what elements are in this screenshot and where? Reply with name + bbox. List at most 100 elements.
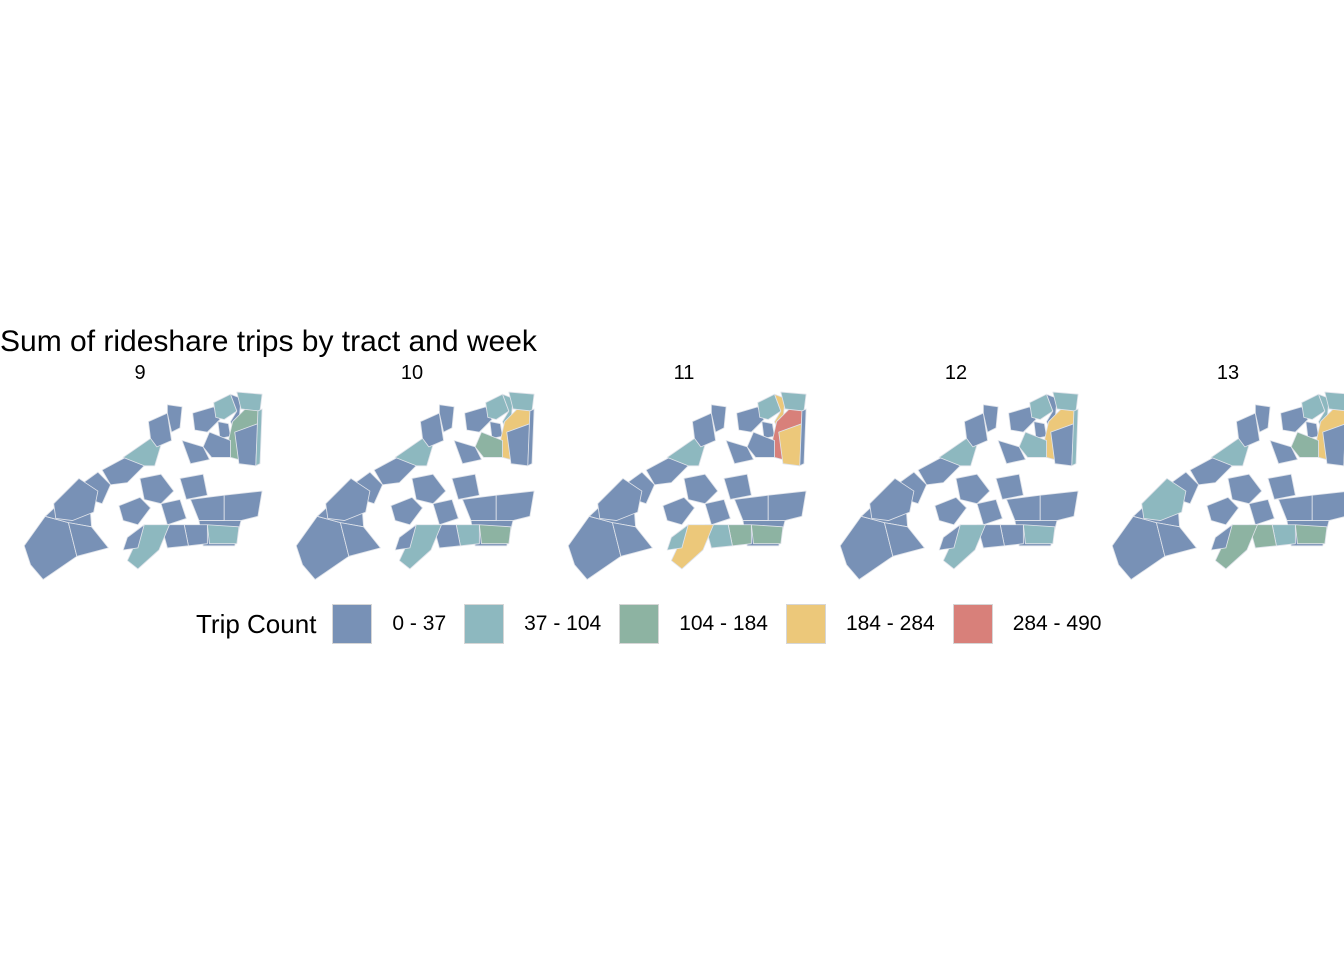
tract-c_c	[976, 499, 1003, 526]
facet-panel-week-13: 13	[1098, 360, 1344, 590]
tract-c_a	[411, 473, 447, 505]
facet-panel-week-12: 12	[826, 360, 1086, 590]
facet-panel-week-10: 10	[282, 360, 542, 590]
tract-sw_c	[340, 522, 381, 557]
tract-c_c	[1248, 499, 1275, 526]
tract-se_c	[704, 524, 733, 549]
tract-nw_d	[1254, 404, 1271, 433]
tract-nw_c	[147, 412, 172, 448]
tract-c_e	[1278, 494, 1313, 521]
tract-c_g	[223, 490, 263, 521]
tract-w_big	[325, 478, 371, 521]
legend-label-184-284: 184 - 284	[845, 612, 935, 635]
tract-sw_f	[122, 524, 145, 551]
tract-c_c	[160, 499, 187, 526]
tract-c_e	[190, 494, 225, 521]
tract-ne_e	[1008, 406, 1037, 433]
tract-nw_b	[666, 438, 706, 467]
tract-sw_c	[1156, 522, 1197, 557]
tract-c_g	[767, 490, 807, 521]
tract-w_big	[1141, 478, 1187, 521]
tract-sw_f	[938, 524, 961, 551]
tract-nw_d	[982, 404, 999, 433]
tract-c_c	[704, 499, 731, 526]
legend-swatch-0-37	[332, 604, 373, 644]
tract-w_big	[53, 478, 99, 521]
legend-item-37-104: 37 - 104	[464, 604, 601, 644]
tract-c_a	[139, 473, 175, 505]
tract-se_c	[1248, 524, 1277, 549]
tract-nw_d	[710, 404, 727, 433]
tract-sw_e	[126, 524, 170, 570]
facet-label: 13	[1216, 362, 1240, 384]
tract-c_a	[955, 473, 991, 505]
tract-nw_c	[964, 412, 988, 448]
legend: Trip Count 0 - 37 37 - 104 104 - 184 184…	[196, 601, 1119, 647]
tract-ne_e	[1280, 406, 1309, 433]
tract-c_d	[179, 473, 208, 500]
tract-ne_d	[202, 431, 231, 458]
tract-se_a	[1022, 524, 1056, 545]
legend-label-0-37: 0 - 37	[392, 612, 447, 635]
tract-ne_i	[780, 391, 807, 412]
legend-swatch-184-284	[785, 604, 826, 644]
tract-sw_f	[394, 524, 417, 551]
legend-item-104-184: 104 - 184	[619, 604, 768, 644]
tract-ne_e	[192, 406, 221, 433]
tract-nw_b	[1210, 438, 1250, 467]
tract-nw_c	[692, 412, 716, 448]
tract-c_b	[662, 496, 695, 526]
map-title: Sum of rideshare trips by tract and week	[0, 325, 537, 358]
tract-sw_e	[942, 524, 986, 570]
facet-panel-week-9: 9	[10, 360, 270, 590]
tract-nw_b	[122, 438, 162, 467]
tract-se_a	[750, 524, 784, 545]
tract-c_e	[1006, 494, 1041, 521]
facet-panel-week-11: 11	[554, 360, 814, 590]
legend-label-104-184: 104 - 184	[679, 612, 768, 635]
tract-ne_a	[213, 393, 238, 420]
legend-item-184-284: 184 - 284	[785, 604, 935, 644]
tract-ne_i	[508, 391, 535, 412]
tract-ne_e	[736, 406, 765, 433]
legend-item-284-490: 284 - 490	[952, 604, 1101, 644]
tract-ne_j	[527, 408, 535, 467]
facet-label: 12	[944, 362, 968, 384]
tract-se_a	[478, 524, 512, 545]
choropleth-map	[1111, 391, 1344, 580]
tract-ne_f	[997, 440, 1026, 465]
tract-sw_c	[68, 522, 109, 557]
tract-ne_i	[236, 391, 263, 412]
tract-se_a	[1294, 524, 1328, 545]
facet-label: 10	[400, 362, 424, 384]
tract-ne_f	[725, 440, 754, 465]
tract-nw_d	[166, 404, 183, 433]
tract-c_b	[390, 496, 423, 526]
legend-title: Trip Count	[196, 608, 317, 639]
tract-c_g	[1311, 491, 1344, 521]
tract-c_e	[462, 494, 497, 521]
tract-se_c	[160, 524, 189, 549]
tract-ne_j	[1071, 408, 1079, 467]
legend-swatch-37-104	[464, 604, 505, 644]
tract-ne_d	[746, 431, 775, 458]
tract-se_c	[976, 524, 1005, 549]
legend-swatch-104-184	[619, 604, 660, 644]
tract-ne_a	[757, 393, 782, 420]
tract-ne_d	[1018, 431, 1047, 458]
choropleth-map	[839, 391, 1079, 580]
tract-c_g	[1039, 490, 1079, 521]
tract-ne_f	[1269, 440, 1298, 465]
tract-sw_f	[1210, 524, 1233, 551]
legend-item-0-37: 0 - 37	[332, 604, 446, 644]
tract-c_g	[495, 490, 535, 521]
tract-c_b	[1206, 496, 1239, 526]
choropleth-map	[295, 391, 535, 580]
tract-c_a	[1227, 473, 1263, 505]
legend-label-37-104: 37 - 104	[524, 612, 602, 635]
tract-c_b	[934, 496, 967, 526]
tract-ne_i	[1052, 391, 1079, 412]
tract-se_a	[206, 524, 240, 545]
tract-ne_a	[1301, 393, 1326, 420]
tract-sw_e	[1214, 524, 1258, 570]
